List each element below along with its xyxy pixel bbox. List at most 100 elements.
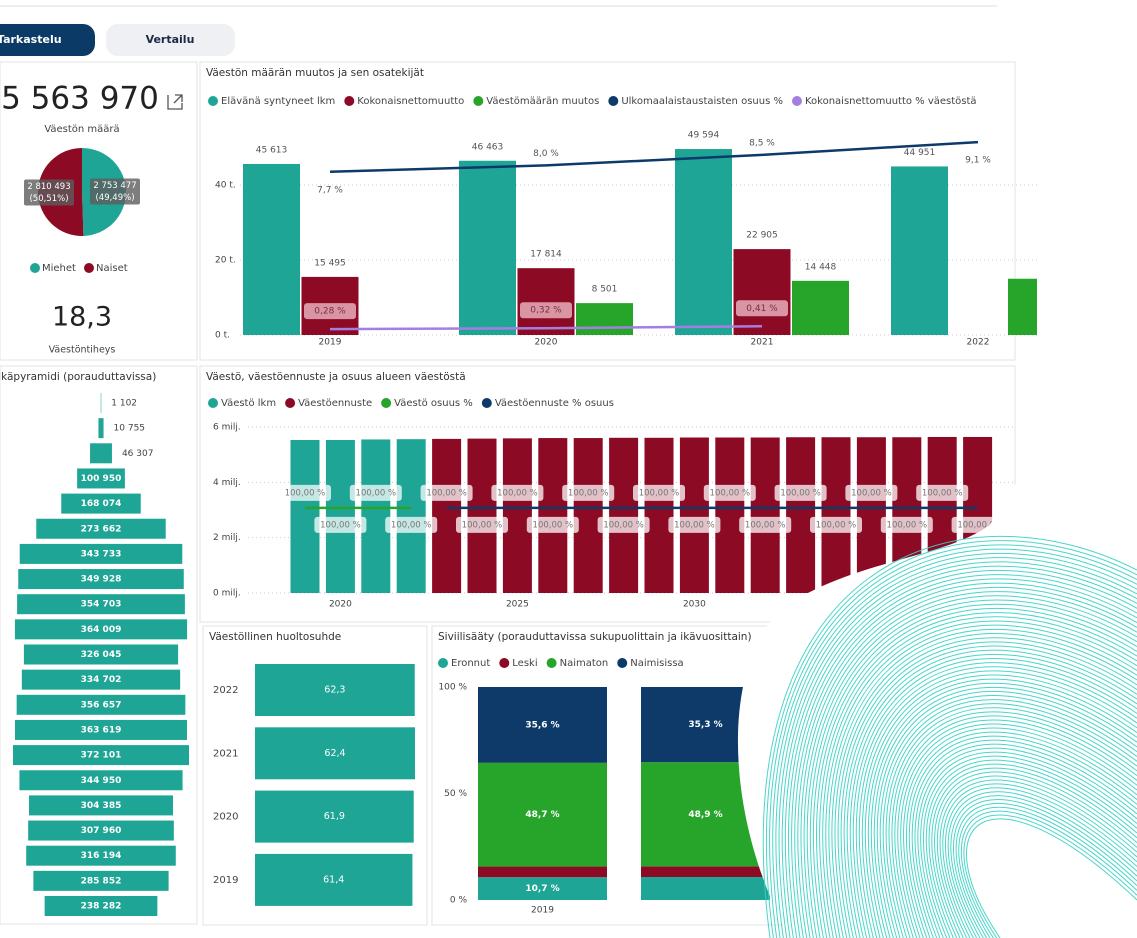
legend-label: Ulkomaalaistaustaisten osuus % <box>621 96 783 107</box>
legend-label: Väestö lkm <box>221 398 276 409</box>
y-tick-label: 6 milj. <box>213 423 241 433</box>
data-label: 10,7 % <box>525 884 559 894</box>
bar <box>891 166 948 335</box>
bar <box>503 438 532 593</box>
y-tick-label: 0 t. <box>215 331 230 341</box>
bar <box>751 438 780 593</box>
legend-label: Väestöennuste <box>298 398 372 409</box>
y-tick-label: 40 t. <box>215 181 236 191</box>
legend-label: Eronnut <box>451 658 490 669</box>
data-label: 343 733 <box>81 549 122 559</box>
legend-swatch <box>208 398 218 408</box>
chart-title: Väestö, väestöennuste ja osuus alueen vä… <box>206 371 466 383</box>
data-label: 100 950 <box>81 474 122 484</box>
data-label: 8,5 % <box>749 138 775 148</box>
legend-label: Kokonaisnettomuutto % väestöstä <box>805 96 977 107</box>
data-label: 100,00 % <box>603 520 644 530</box>
dashboard: Tarkastelu Vertailu 5 563 970 Väestön mä… <box>0 0 1137 938</box>
x-tick-label: 2022 <box>967 338 990 348</box>
data-label: 48,9 % <box>688 810 722 820</box>
data-label: 316 194 <box>81 851 122 861</box>
legend-swatch <box>344 96 354 106</box>
data-label: 100,00 % <box>816 520 857 530</box>
bar <box>734 249 791 335</box>
data-label: 100,00 % <box>533 520 574 530</box>
data-label: 1 102 <box>111 399 137 409</box>
bar-segment <box>478 867 607 878</box>
bar-segment <box>641 877 770 900</box>
data-label: 46 463 <box>472 142 504 152</box>
data-label: 22 905 <box>746 231 778 241</box>
y-tick-label: 0 % <box>450 896 468 906</box>
tab-label[interactable]: Tarkastelu <box>0 33 62 46</box>
legend-swatch <box>617 658 627 668</box>
bar <box>538 438 567 593</box>
data-label: 7,7 % <box>317 185 343 195</box>
kpi-value: 5 563 970 <box>1 81 159 117</box>
y-tick-label: 2021 <box>213 748 238 759</box>
legend-swatch <box>482 398 492 408</box>
bar <box>680 438 709 593</box>
kpi-label: Väestöntiheys <box>49 345 116 356</box>
data-label: 0,32 % <box>530 306 562 316</box>
chart-title: Väestöllinen huoltosuhde <box>209 631 341 643</box>
data-label: 45 613 <box>256 145 288 155</box>
data-label: 100,00 % <box>922 488 963 498</box>
bar <box>786 437 815 593</box>
bar <box>291 440 320 593</box>
tab-label[interactable]: Vertailu <box>146 33 195 46</box>
y-tick-label: 50 % <box>444 789 467 799</box>
y-tick-label: 2022 <box>213 685 238 696</box>
legend-swatch <box>473 96 483 106</box>
bar <box>609 438 638 593</box>
data-label: 9,1 % <box>965 156 991 166</box>
data-label: 307 960 <box>81 826 122 836</box>
legend-swatch <box>547 658 557 668</box>
legend-swatch <box>30 263 40 273</box>
data-label: 100,00 % <box>851 488 892 498</box>
data-label: (49,49%) <box>95 193 134 203</box>
data-label: 273 662 <box>81 524 122 534</box>
data-label: 344 950 <box>81 776 122 786</box>
kpi-value: 18,3 <box>52 302 112 333</box>
data-label: 349 928 <box>81 575 122 585</box>
x-tick-label: 2019 <box>531 906 554 916</box>
y-tick-label: 0 milj. <box>213 589 241 599</box>
x-tick-label: 2019 <box>319 338 342 348</box>
bar <box>574 438 603 593</box>
bar-segment <box>641 866 770 877</box>
data-label: 354 703 <box>81 600 122 610</box>
data-label: 100,00 % <box>497 488 538 498</box>
data-label: 100,00 % <box>391 520 432 530</box>
chart-title: Ikäpyramidi (porauduttavissa) <box>0 371 156 383</box>
bar <box>90 443 112 463</box>
data-label: 100,00 % <box>426 488 467 498</box>
bar <box>675 149 732 335</box>
bar <box>715 438 744 593</box>
data-label: 334 702 <box>81 675 122 685</box>
data-label: 285 852 <box>81 876 122 886</box>
bar <box>645 438 674 593</box>
data-label: 14 448 <box>805 262 837 272</box>
y-tick-label: 20 t. <box>215 256 236 266</box>
bar <box>792 281 849 335</box>
bar <box>518 268 575 335</box>
data-label: 61,4 <box>323 874 344 885</box>
legend-swatch <box>792 96 802 106</box>
data-label: 100,00 % <box>356 488 397 498</box>
bar <box>326 440 355 593</box>
data-label: 2 810 493 <box>27 182 70 192</box>
data-label: 62,3 <box>324 685 345 696</box>
legend-swatch <box>84 263 94 273</box>
data-label: 363 619 <box>81 725 122 735</box>
legend-label: Naimisissa <box>630 658 683 669</box>
data-label: 61,9 <box>324 811 345 822</box>
x-tick-label: 2021 <box>751 338 774 348</box>
data-label: 100,00 % <box>568 488 609 498</box>
data-label: 100,00 % <box>710 488 751 498</box>
data-label: 0,41 % <box>746 304 778 314</box>
page: Tarkastelu Vertailu 5 563 970 Väestön mä… <box>0 0 1137 938</box>
legend-label: Naiset <box>96 263 128 274</box>
data-label: 168 074 <box>81 499 122 509</box>
x-tick-label: 2030 <box>683 600 706 610</box>
